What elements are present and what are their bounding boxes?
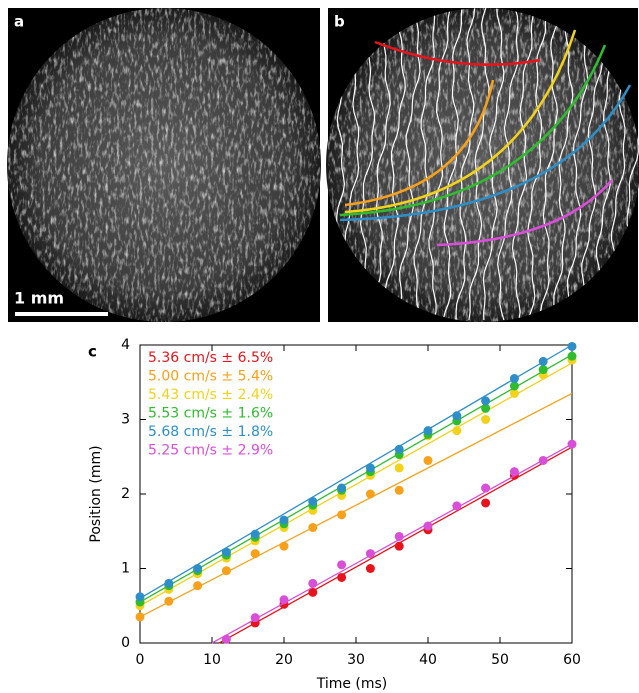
data-point bbox=[251, 549, 260, 558]
data-point bbox=[222, 548, 231, 557]
data-point bbox=[568, 342, 577, 351]
data-point bbox=[366, 490, 375, 499]
data-point bbox=[395, 445, 404, 454]
data-point bbox=[164, 597, 173, 606]
data-point bbox=[308, 523, 317, 532]
legend-entry: 5.36 cm/s ± 6.5% bbox=[148, 350, 273, 366]
panel-label: c bbox=[88, 343, 97, 361]
panel-a-image bbox=[7, 8, 321, 322]
panel-label: b bbox=[334, 13, 345, 31]
data-point bbox=[395, 542, 404, 551]
data-point bbox=[366, 463, 375, 472]
x-tick-label: 30 bbox=[347, 652, 365, 668]
legend-entry: 5.25 cm/s ± 2.9% bbox=[148, 443, 273, 459]
x-tick-label: 60 bbox=[563, 652, 581, 668]
data-point bbox=[222, 635, 231, 644]
y-tick-label: 1 bbox=[121, 561, 130, 577]
panel-b-image bbox=[326, 8, 639, 322]
x-tick-label: 10 bbox=[203, 652, 221, 668]
data-point bbox=[510, 374, 519, 383]
x-tick-label: 0 bbox=[136, 652, 145, 668]
scale-bar-label: 1 mm bbox=[14, 289, 64, 308]
y-tick-label: 4 bbox=[121, 337, 130, 353]
data-point bbox=[510, 467, 519, 476]
data-point bbox=[481, 415, 490, 424]
panel-label: a bbox=[14, 13, 24, 31]
data-point bbox=[481, 396, 490, 405]
legend-entry: 5.53 cm/s ± 1.6% bbox=[148, 406, 273, 422]
legend-entry: 5.68 cm/s ± 1.8% bbox=[148, 424, 273, 440]
data-point bbox=[481, 484, 490, 493]
figure: a b 1 mm c Time (ms) Position (mm) 01020… bbox=[0, 0, 639, 693]
data-point bbox=[136, 612, 145, 621]
data-point bbox=[280, 516, 289, 525]
data-point bbox=[308, 579, 317, 588]
data-point bbox=[136, 592, 145, 601]
data-point bbox=[539, 456, 548, 465]
data-point bbox=[280, 595, 289, 604]
y-tick-label: 3 bbox=[121, 412, 130, 428]
data-point bbox=[164, 579, 173, 588]
legend-entry: 5.00 cm/s ± 5.4% bbox=[148, 369, 273, 385]
data-point bbox=[251, 613, 260, 622]
data-point bbox=[337, 510, 346, 519]
data-point bbox=[222, 566, 231, 575]
y-axis-label: Position (mm) bbox=[88, 445, 104, 542]
data-point bbox=[424, 522, 433, 531]
data-point bbox=[424, 456, 433, 465]
data-point bbox=[481, 498, 490, 507]
data-point bbox=[452, 426, 461, 435]
data-point bbox=[366, 564, 375, 573]
data-point bbox=[395, 532, 404, 541]
data-point bbox=[280, 542, 289, 551]
legend-entry: 5.43 cm/s ± 2.4% bbox=[148, 387, 273, 403]
data-point bbox=[251, 530, 260, 539]
x-tick-label: 20 bbox=[275, 652, 293, 668]
y-tick-label: 2 bbox=[121, 486, 130, 502]
data-point bbox=[366, 549, 375, 558]
data-point bbox=[568, 440, 577, 449]
data-point bbox=[452, 411, 461, 420]
data-point bbox=[337, 560, 346, 569]
data-point bbox=[308, 497, 317, 506]
data-point bbox=[539, 357, 548, 366]
data-point bbox=[539, 365, 548, 374]
data-point bbox=[337, 484, 346, 493]
data-point bbox=[395, 486, 404, 495]
data-point bbox=[424, 426, 433, 435]
data-point bbox=[337, 573, 346, 582]
y-tick-label: 0 bbox=[121, 635, 130, 651]
x-tick-label: 50 bbox=[491, 652, 509, 668]
data-point bbox=[452, 501, 461, 510]
x-tick-label: 40 bbox=[419, 652, 437, 668]
data-point bbox=[568, 352, 577, 361]
data-point bbox=[395, 463, 404, 472]
x-axis-label: Time (ms) bbox=[316, 676, 388, 692]
data-point bbox=[193, 564, 202, 573]
data-point bbox=[193, 581, 202, 590]
